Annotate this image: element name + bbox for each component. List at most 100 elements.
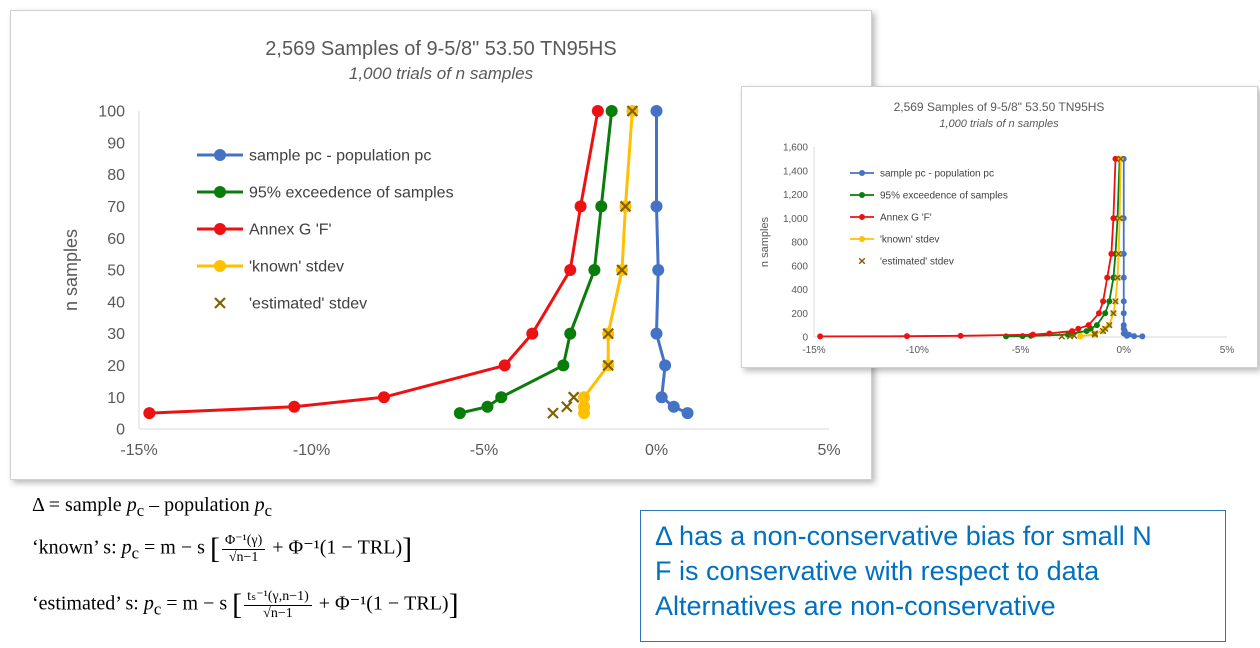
inset-chart: 2,569 Samples of 9-5/8" 53.50 TN95HS 1,00… bbox=[759, 100, 1235, 356]
data-point bbox=[605, 105, 618, 117]
data-point bbox=[602, 359, 614, 372]
data-point bbox=[681, 407, 694, 420]
y-tick-label: 0 bbox=[802, 333, 808, 344]
x-tick-label: 5% bbox=[1220, 345, 1235, 356]
data-point bbox=[626, 105, 639, 117]
data-point bbox=[1125, 331, 1132, 338]
callout-line-2: F is conservative with respect to data bbox=[655, 556, 1100, 586]
x-tick-label: 0% bbox=[645, 442, 668, 459]
y-axis-label: n samples bbox=[61, 229, 81, 311]
data-point bbox=[1117, 155, 1124, 163]
c-subscript: c bbox=[131, 543, 140, 563]
legend-swatch-marker bbox=[859, 170, 865, 176]
legend-swatch-marker bbox=[214, 223, 226, 235]
y-tick-label: 800 bbox=[791, 238, 808, 249]
c-subscript: c bbox=[153, 599, 162, 619]
legend-swatch-marker bbox=[859, 214, 865, 220]
x-tick-label: -5% bbox=[1012, 345, 1030, 356]
data-point bbox=[650, 200, 663, 213]
plus-term: + Φ⁻¹(1 − TRL) bbox=[272, 536, 403, 559]
data-point bbox=[547, 407, 559, 419]
callout-line-1: Δ has a non-conservative bias for small … bbox=[655, 521, 1152, 551]
legend-label: Annex G 'F' bbox=[249, 222, 332, 239]
series-line bbox=[149, 110, 600, 415]
known-formula: ‘known’ s: pc = m − s [Φ⁻¹(γ) √n−1 + Φ⁻¹(… bbox=[32, 532, 412, 566]
estimated-label: ‘estimated’ s: bbox=[32, 592, 144, 615]
legend-label: 'estimated' stdev bbox=[249, 296, 367, 313]
legend-swatch-marker bbox=[214, 260, 226, 272]
rhs-m-s: = m − s bbox=[144, 536, 205, 559]
legend-label: Annex G 'F' bbox=[880, 213, 932, 224]
data-point bbox=[1102, 310, 1109, 317]
data-point bbox=[1058, 333, 1066, 340]
legend-label: 'known' stdev bbox=[880, 235, 939, 246]
legend-label: 95% exceedence of samples bbox=[880, 191, 1008, 202]
right-bracket: ] bbox=[402, 532, 413, 565]
chart-title: 2,569 Samples of 9-5/8" 53.50 TN95HS bbox=[894, 100, 1105, 114]
data-point bbox=[574, 200, 587, 213]
y-tick-label: 60 bbox=[107, 231, 125, 248]
p-symbol: p bbox=[143, 592, 154, 615]
y-tick-label: 40 bbox=[107, 294, 125, 311]
data-point bbox=[1114, 274, 1121, 281]
formula-block: Δ = sample pc – population pc ‘known’ s:… bbox=[32, 494, 632, 644]
data-point bbox=[526, 327, 539, 340]
data-point bbox=[1070, 332, 1078, 340]
data-point bbox=[903, 333, 910, 340]
right-bracket: ] bbox=[448, 588, 459, 621]
data-point bbox=[1120, 215, 1127, 222]
y-tick-label: 600 bbox=[791, 261, 808, 272]
c-subscript: c bbox=[264, 501, 273, 520]
chart-subtitle: 1,000 trials of n samples bbox=[939, 118, 1059, 130]
y-tick-label: 80 bbox=[107, 167, 125, 184]
y-tick-label: 100 bbox=[98, 104, 125, 121]
y-tick-label: 200 bbox=[791, 309, 808, 320]
estimated-fraction: tₛ⁻¹(γ,n−1) √n−1 bbox=[244, 588, 312, 622]
y-tick-label: 1,200 bbox=[783, 190, 808, 201]
data-point bbox=[564, 264, 577, 276]
data-point bbox=[957, 332, 964, 339]
data-point bbox=[1120, 250, 1127, 257]
left-bracket: [ bbox=[209, 532, 220, 565]
y-tick-label: 50 bbox=[107, 263, 125, 280]
data-point bbox=[557, 359, 570, 372]
data-point bbox=[591, 105, 604, 117]
data-point bbox=[1069, 328, 1076, 335]
denominator: √n−1 bbox=[228, 550, 259, 565]
data-point bbox=[650, 105, 663, 117]
p-symbol: p bbox=[121, 536, 132, 559]
x-tick-label: -10% bbox=[906, 345, 929, 356]
data-point bbox=[498, 359, 511, 372]
y-tick-label: 10 bbox=[107, 390, 125, 407]
data-point bbox=[652, 264, 665, 276]
data-point bbox=[1120, 322, 1127, 329]
data-point bbox=[1106, 298, 1113, 305]
data-point bbox=[1120, 274, 1127, 281]
data-point bbox=[1104, 274, 1111, 281]
data-point bbox=[1131, 333, 1138, 340]
x-tick-label: -10% bbox=[293, 442, 330, 459]
legend-swatch-marker bbox=[858, 257, 866, 265]
data-point bbox=[602, 327, 614, 340]
data-point bbox=[481, 400, 494, 413]
data-point bbox=[1120, 298, 1127, 305]
legend-label: 'known' stdev bbox=[249, 259, 344, 276]
y-tick-label: 1,600 bbox=[783, 143, 808, 154]
data-point bbox=[561, 400, 573, 413]
y-tick-label: 90 bbox=[107, 135, 125, 152]
series-line bbox=[1122, 158, 1143, 338]
data-point bbox=[1110, 215, 1117, 222]
data-point bbox=[1115, 250, 1122, 258]
callout-line-3: Alternatives are non-conservative bbox=[655, 591, 1056, 621]
data-point bbox=[1046, 330, 1053, 337]
data-point bbox=[667, 400, 680, 413]
data-point bbox=[595, 200, 608, 213]
data-point bbox=[1075, 325, 1082, 332]
callout-box: Δ has a non-conservative bias for small … bbox=[640, 510, 1226, 642]
y-tick-label: 1,400 bbox=[783, 166, 808, 177]
estimated-numerator: tₛ⁻¹(γ,n−1) bbox=[244, 588, 312, 606]
legend-swatch-marker bbox=[214, 297, 226, 309]
data-point bbox=[650, 327, 663, 340]
data-point bbox=[377, 391, 390, 404]
data-point bbox=[1093, 322, 1100, 329]
